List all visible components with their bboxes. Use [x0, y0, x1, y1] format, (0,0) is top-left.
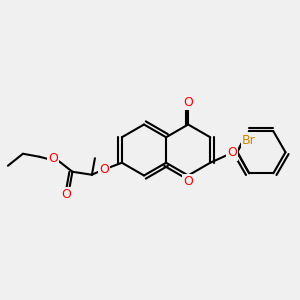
Text: O: O	[99, 163, 109, 176]
Text: O: O	[183, 95, 193, 109]
Text: O: O	[61, 188, 71, 201]
Text: Br: Br	[242, 134, 256, 147]
Text: O: O	[183, 175, 193, 188]
Text: O: O	[48, 152, 58, 165]
Text: O: O	[227, 146, 237, 159]
